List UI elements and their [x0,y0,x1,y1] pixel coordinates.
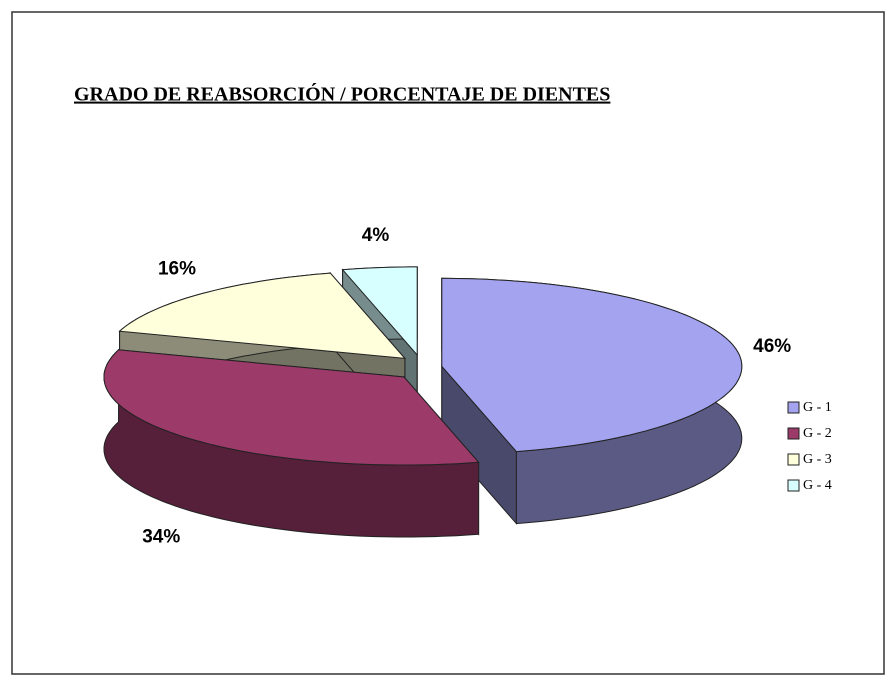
value-label: 34% [142,527,180,548]
value-label: 16% [158,259,196,280]
legend-swatch [787,453,800,466]
legend-swatch [787,401,800,414]
pie-slice [441,277,743,525]
legend-swatch [787,427,800,440]
pie-slice [103,348,480,538]
legend-label: G - 3 [803,452,832,467]
slice-top [118,272,407,360]
slice-top [441,277,743,453]
slice-top [103,349,480,466]
value-label: 46% [753,336,791,357]
legend-label: G - 4 [803,478,832,493]
value-label: 4% [362,225,390,246]
legend-label: G - 1 [803,400,832,415]
legend-label: G - 2 [803,426,832,441]
slice-top [341,266,418,357]
legend-swatch [787,479,800,492]
chart-title: GRADO DE REABSORCIÓN / PORCENTAJE DE DIE… [74,82,610,106]
